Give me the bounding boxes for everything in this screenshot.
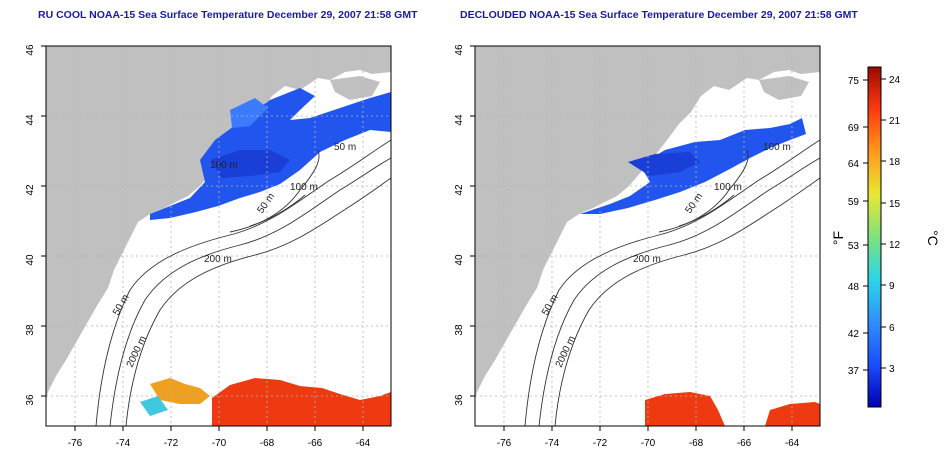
left-x-tick-label: -72 [164,438,179,449]
left-land [46,46,391,400]
left-contours [95,139,391,426]
left-y-tick-label: 42 [25,184,36,196]
left-warm-sst-cyan [140,396,168,416]
left-y-tick-label: 36 [25,394,36,406]
left-x-tick-label: -74 [116,438,131,449]
left-y-tick-label: 40 [25,254,36,266]
left-map-title: RU COOL NOAA-15 Sea Surface Temperature … [38,9,418,21]
left-contour-label: 50 m [334,142,356,153]
left-land-island [330,76,380,100]
left-y-tick-label: 38 [25,324,36,336]
left-contour-label: 100 m [290,182,318,193]
left-tick-marks [41,45,364,431]
left-contour-label: 100 m [210,160,238,171]
left-x-tick-label: -66 [308,438,323,449]
left-x-tick-label: -70 [212,438,227,449]
left-x-tick-label: -68 [260,438,275,449]
left-cold-sst-patch [210,150,290,178]
left-x-tick-label: -64 [356,438,371,449]
left-y-tick-label: 46 [25,44,36,56]
right-map-title: DECLOUDED NOAA-15 Sea Surface Temperatur… [460,9,858,21]
left-y-tick-label: 44 [25,114,36,126]
left-warm-sst-edge [150,378,210,404]
left-contour-label: 200 m [204,254,232,265]
left-cold-sst-gulf [230,98,268,128]
left-warm-sst [212,378,391,426]
left-x-tick-label: -76 [68,438,83,449]
